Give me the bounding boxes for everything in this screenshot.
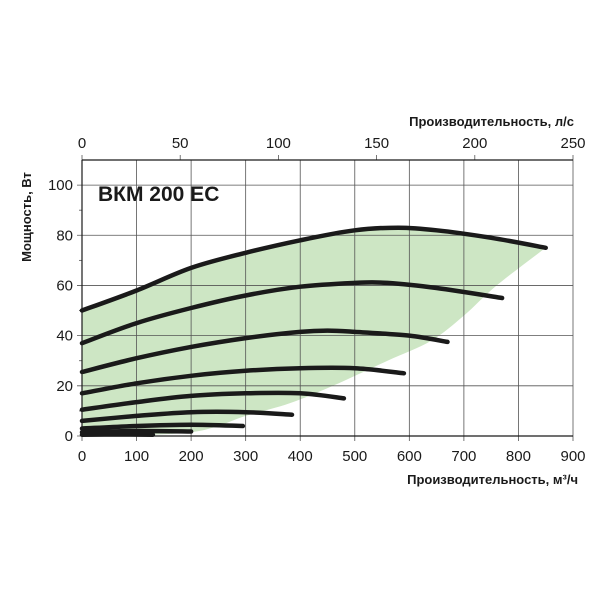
x-top-tick-label: 150	[364, 135, 389, 152]
y-tick-label: 40	[56, 328, 73, 345]
y-axis-label: Мощность, Вт	[19, 172, 34, 262]
series-line-6	[79, 409, 295, 424]
x-axis-top-label: Производительность, л/с	[409, 114, 574, 129]
x-tick-label: 700	[451, 448, 476, 465]
x-top-tick-label: 200	[462, 135, 487, 152]
x-top-tick-label: 50	[172, 135, 189, 152]
series-layer	[79, 225, 548, 437]
x-top-tick-label: 0	[78, 135, 86, 152]
series-line-4	[79, 365, 407, 396]
x-tick-label: 400	[288, 448, 313, 465]
x-tick-label: 500	[342, 448, 367, 465]
x-tick-label: 300	[233, 448, 258, 465]
x-top-tick-label: 100	[266, 135, 291, 152]
x-tick-label: 0	[78, 448, 86, 465]
x-tick-label: 600	[397, 448, 422, 465]
x-tick-label: 800	[506, 448, 531, 465]
y-tick-label: 80	[56, 227, 73, 244]
y-tick-label: 100	[48, 177, 73, 194]
x-tick-label: 200	[179, 448, 204, 465]
series-line-2	[79, 280, 505, 346]
x-top-tick-label: 250	[560, 135, 585, 152]
chart-title: ВКМ 200 ЕС	[98, 183, 219, 206]
x-tick-label: 100	[124, 448, 149, 465]
y-tick-label: 0	[65, 428, 73, 445]
x-tick-label: 900	[560, 448, 585, 465]
series-line-5	[79, 390, 347, 412]
series-line-7	[79, 422, 246, 431]
y-tick-label: 20	[56, 378, 73, 395]
y-tick-label: 60	[56, 277, 73, 294]
x-axis-bottom-label: Производительность, м³/ч	[407, 472, 578, 487]
series-line-3	[79, 328, 450, 375]
series-line-8	[79, 428, 194, 435]
series-line-1	[79, 225, 548, 313]
